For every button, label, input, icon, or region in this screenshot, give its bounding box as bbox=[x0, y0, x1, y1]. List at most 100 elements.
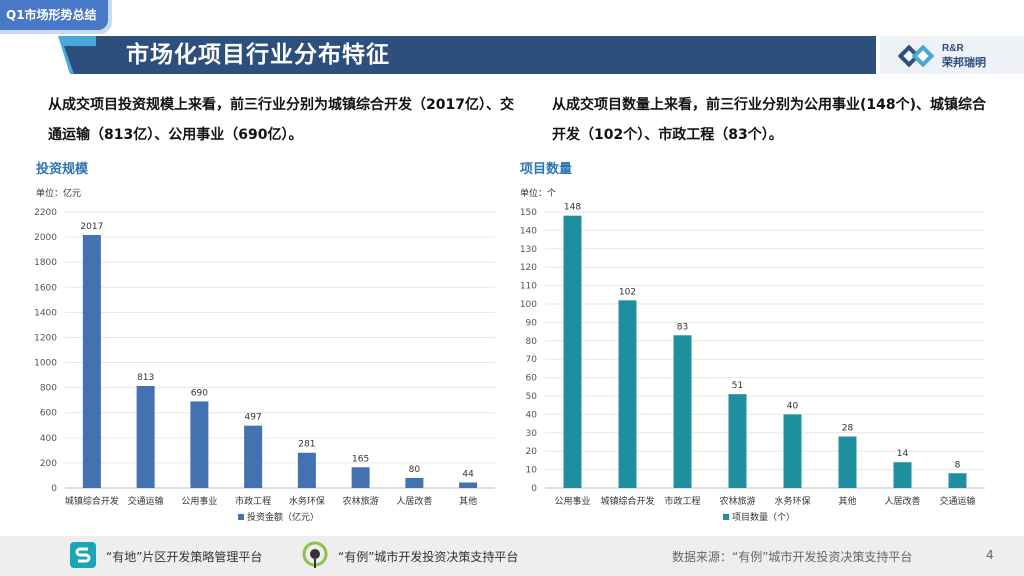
y-tick-label: 2200 bbox=[34, 208, 57, 218]
y-tick-label: 1200 bbox=[34, 333, 57, 343]
y-tick-label: 1600 bbox=[34, 283, 57, 293]
bar bbox=[838, 436, 857, 488]
data-label: 813 bbox=[137, 373, 154, 383]
logo-text-en: R&R bbox=[942, 43, 964, 54]
x-tick-label: 水务环保 bbox=[289, 495, 325, 507]
bar bbox=[783, 414, 802, 488]
chart-title-investment: 投资规模 bbox=[36, 162, 89, 177]
y-tick-label: 120 bbox=[520, 263, 537, 273]
legend-swatch bbox=[723, 514, 729, 520]
data-label: 83 bbox=[677, 322, 688, 332]
data-label: 102 bbox=[619, 287, 636, 297]
title-bar bbox=[96, 36, 876, 74]
bar bbox=[190, 401, 209, 488]
y-tick-label: 130 bbox=[520, 245, 537, 255]
bar bbox=[82, 234, 101, 488]
summary-right: 从成交项目数量上来看，前三行业分别为公用事业(148个)、城镇综合开发（102个… bbox=[552, 97, 987, 143]
data-label: 281 bbox=[298, 440, 315, 450]
youdi-logo-icon bbox=[70, 542, 96, 568]
legend-label: 项目数量（个） bbox=[732, 511, 795, 523]
y-tick-label: 80 bbox=[526, 337, 538, 347]
youli-logo-icon bbox=[302, 541, 328, 568]
page-number: 4 bbox=[986, 548, 994, 562]
y-tick-label: 200 bbox=[40, 459, 57, 469]
y-tick-label: 90 bbox=[526, 318, 538, 328]
x-tick-label: 城镇综合开发 bbox=[600, 495, 654, 507]
y-tick-label: 0 bbox=[531, 484, 537, 494]
data-label: 497 bbox=[245, 413, 262, 423]
bar bbox=[563, 215, 582, 488]
chart-title-count: 项目数量 bbox=[520, 162, 573, 177]
company-logo: R&R 荣邦瑞明 bbox=[897, 41, 1018, 71]
footer-platform-youli: “有例”城市开发投资决策支持平台 bbox=[338, 550, 519, 564]
section-tag: Q1市场形势总结 bbox=[0, 0, 108, 30]
bar bbox=[948, 473, 967, 488]
count-chart: 0102030405060708090100110120130140150148… bbox=[520, 203, 985, 523]
y-tick-label: 600 bbox=[40, 409, 57, 419]
y-tick-label: 1800 bbox=[34, 258, 57, 268]
bar bbox=[728, 394, 747, 488]
x-tick-label: 公用事业 bbox=[554, 495, 590, 507]
bar bbox=[459, 482, 478, 488]
data-label: 14 bbox=[897, 449, 909, 459]
x-tick-label: 交通运输 bbox=[128, 495, 164, 507]
unit-count: 单位：个 bbox=[520, 189, 557, 199]
x-tick-label: 水务环保 bbox=[774, 495, 810, 507]
y-tick-label: 0 bbox=[51, 484, 57, 494]
x-tick-label: 其他 bbox=[459, 495, 477, 507]
unit-investment: 单位：亿元 bbox=[36, 189, 82, 199]
y-tick-label: 70 bbox=[526, 355, 538, 365]
x-tick-label: 市政工程 bbox=[664, 495, 700, 507]
data-label: 165 bbox=[352, 454, 369, 464]
x-tick-label: 交通运输 bbox=[939, 495, 975, 507]
y-tick-label: 30 bbox=[526, 429, 538, 439]
footer bbox=[0, 536, 1024, 576]
bar bbox=[618, 300, 637, 488]
x-tick-label: 农林旅游 bbox=[719, 495, 755, 507]
footer-platform-youdi: “有地”片区开发策略管理平台 bbox=[106, 550, 263, 564]
data-label: 28 bbox=[842, 423, 854, 433]
data-label: 148 bbox=[564, 203, 581, 213]
y-tick-label: 100 bbox=[520, 300, 537, 310]
y-tick-label: 150 bbox=[520, 208, 537, 218]
y-tick-label: 1400 bbox=[34, 308, 57, 318]
y-tick-label: 2000 bbox=[34, 233, 57, 243]
bar bbox=[136, 386, 155, 488]
bar bbox=[297, 452, 316, 488]
x-tick-label: 农林旅游 bbox=[343, 495, 379, 507]
logo-text-cn: 荣邦瑞明 bbox=[942, 56, 986, 69]
y-tick-label: 60 bbox=[526, 374, 538, 384]
y-tick-label: 110 bbox=[520, 282, 537, 292]
bar bbox=[405, 477, 424, 488]
y-tick-label: 400 bbox=[40, 434, 57, 444]
y-tick-label: 20 bbox=[526, 447, 538, 457]
bar bbox=[351, 467, 370, 488]
data-label: 40 bbox=[787, 401, 799, 411]
data-label: 2017 bbox=[80, 222, 103, 232]
bar bbox=[893, 462, 912, 488]
data-label: 690 bbox=[191, 388, 208, 398]
x-tick-label: 人居改善 bbox=[884, 495, 920, 507]
bar bbox=[244, 425, 263, 488]
y-tick-label: 50 bbox=[526, 392, 538, 402]
data-label: 51 bbox=[732, 381, 743, 391]
y-tick-label: 140 bbox=[520, 226, 537, 236]
title-accent-shape bbox=[58, 36, 100, 74]
x-tick-label: 公用事业 bbox=[181, 495, 217, 507]
bar bbox=[673, 335, 692, 488]
y-tick-label: 40 bbox=[526, 410, 538, 420]
y-tick-label: 1000 bbox=[34, 359, 57, 369]
x-tick-label: 市政工程 bbox=[235, 495, 271, 507]
page-title: 市场化项目行业分布特征 bbox=[126, 42, 390, 68]
legend-swatch bbox=[238, 514, 244, 520]
x-tick-label: 城镇综合开发 bbox=[65, 495, 119, 507]
data-source: 数据来源：“有例”城市开发投资决策支持平台 bbox=[672, 550, 913, 564]
investment-chart: 0 200 400 600 800 1000 1200 1400 1600 1800 2000 220… bbox=[34, 208, 495, 523]
y-tick-label: 10 bbox=[526, 466, 538, 476]
legend-label: 投资金额（亿元） bbox=[247, 511, 319, 523]
y-tick-label: 800 bbox=[40, 384, 57, 394]
data-label: 44 bbox=[462, 469, 474, 479]
logo-icon bbox=[897, 44, 935, 68]
x-tick-label: 人居改善 bbox=[396, 495, 432, 507]
